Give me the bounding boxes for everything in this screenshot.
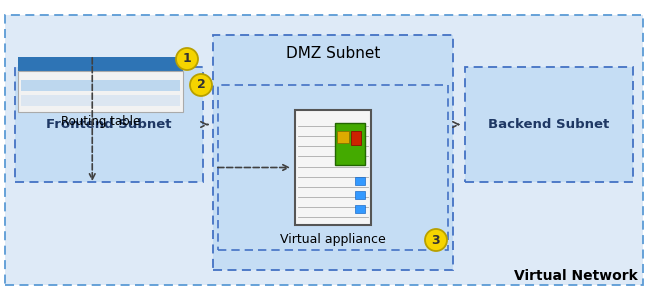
Text: Virtual appliance: Virtual appliance [280, 233, 386, 246]
Bar [218, 85, 448, 250]
Bar [21, 95, 180, 106]
Bar [337, 131, 349, 143]
Circle shape [425, 229, 447, 251]
Bar [335, 123, 365, 165]
Bar [355, 177, 365, 185]
Text: Virtual Network: Virtual Network [514, 269, 638, 283]
Bar [355, 191, 365, 199]
Bar [15, 67, 203, 182]
Circle shape [190, 74, 212, 96]
Bar [355, 205, 365, 213]
Bar [351, 131, 361, 145]
Text: 3: 3 [432, 233, 440, 246]
Circle shape [176, 48, 198, 70]
Text: DMZ Subnet: DMZ Subnet [286, 46, 380, 61]
Text: 1: 1 [182, 52, 191, 66]
Text: 2: 2 [197, 79, 205, 92]
Bar [213, 35, 453, 270]
Text: Routing table: Routing table [61, 115, 140, 128]
Text: Backend Subnet: Backend Subnet [489, 118, 609, 131]
Bar [18, 71, 183, 112]
Bar [295, 110, 371, 225]
Text: Frontend Subnet: Frontend Subnet [46, 118, 172, 131]
Bar [21, 80, 180, 91]
Bar [465, 67, 633, 182]
Bar [18, 57, 183, 71]
